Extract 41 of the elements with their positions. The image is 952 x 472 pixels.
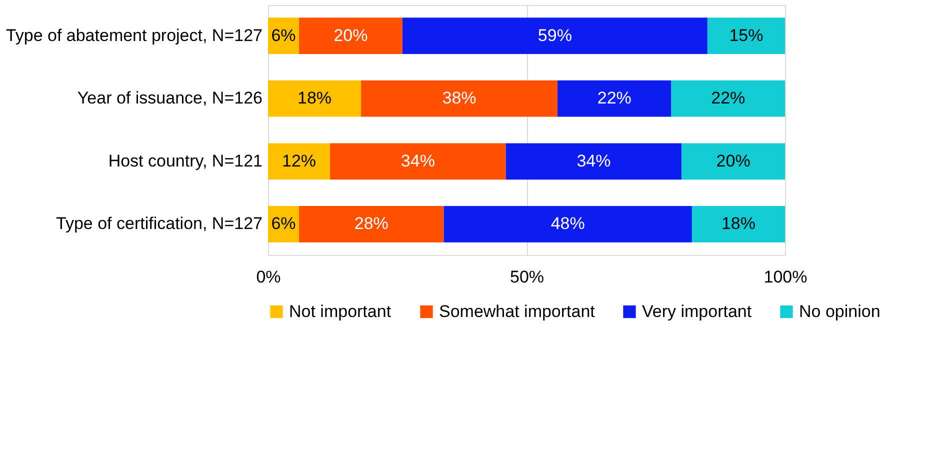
y-tick-label: Type of abatement project, N=127 <box>6 26 262 45</box>
bar <box>268 80 362 117</box>
data-label: 59% <box>538 26 572 45</box>
bar <box>330 143 506 180</box>
bar <box>299 18 402 54</box>
data-label: 18% <box>721 214 756 234</box>
legend-label: No opinion <box>799 302 880 321</box>
data-label: 6% <box>271 214 296 234</box>
legend-label: Very important <box>642 302 752 321</box>
bar <box>268 143 330 180</box>
bar <box>361 80 558 117</box>
data-label: 20% <box>716 151 750 170</box>
x-tick-label: 0% <box>256 268 281 286</box>
data-label: 22% <box>597 88 632 108</box>
bar <box>299 206 444 242</box>
data-label: 22% <box>711 88 746 108</box>
y-tick-label: Host country, N=121 <box>108 151 262 170</box>
data-label: 34% <box>576 151 611 170</box>
data-label: 48% <box>550 214 585 234</box>
bar <box>402 18 708 54</box>
data-label: 18% <box>298 88 332 108</box>
y-tick-label: Type of certification, N=127 <box>56 214 262 234</box>
bar <box>558 80 672 117</box>
x-tick-label: 100% <box>764 268 808 286</box>
data-label: 15% <box>729 26 764 45</box>
bar <box>707 18 785 54</box>
bar <box>506 143 682 180</box>
bar <box>692 206 785 242</box>
legend-label: Not important <box>289 302 392 321</box>
data-label: 38% <box>442 88 476 108</box>
data-label: 34% <box>400 151 435 170</box>
data-label: 6% <box>271 26 296 45</box>
legend-label: Somewhat important <box>439 302 596 321</box>
bar <box>682 143 785 180</box>
data-label: 20% <box>334 26 368 45</box>
data-label: 28% <box>354 214 388 234</box>
x-tick-label: 50% <box>510 268 544 286</box>
bar <box>671 80 785 117</box>
data-label: 12% <box>282 151 316 170</box>
y-tick-label: Year of issuance, N=126 <box>77 88 262 108</box>
bar <box>444 206 692 242</box>
